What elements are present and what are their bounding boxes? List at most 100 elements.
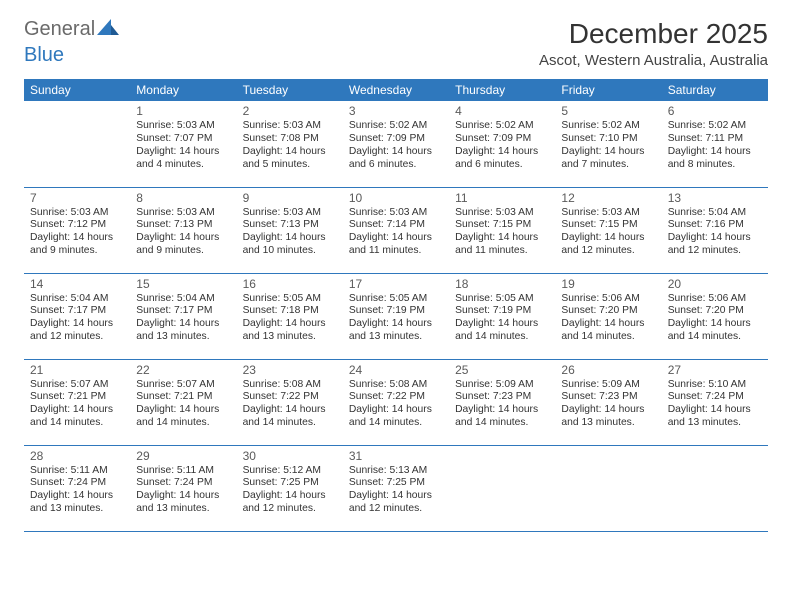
sunrise-line: Sunrise: 5:10 AM xyxy=(668,379,762,392)
sunrise-line: Sunrise: 5:03 AM xyxy=(136,120,230,133)
brand-logo: General xyxy=(24,18,121,41)
calendar-table: Sunday Monday Tuesday Wednesday Thursday… xyxy=(24,79,768,532)
sunrise-line: Sunrise: 5:13 AM xyxy=(349,465,443,478)
day-number: 6 xyxy=(668,104,762,119)
sunset-line: Sunset: 7:19 PM xyxy=(455,305,549,318)
daylight-line: Daylight: 14 hours and 9 minutes. xyxy=(136,232,230,258)
daylight-line: Daylight: 14 hours and 11 minutes. xyxy=(349,232,443,258)
calendar-week-row: 28Sunrise: 5:11 AMSunset: 7:24 PMDayligh… xyxy=(24,445,768,531)
sunset-line: Sunset: 7:15 PM xyxy=(561,219,655,232)
day-number: 26 xyxy=(561,363,655,378)
sunrise-line: Sunrise: 5:11 AM xyxy=(30,465,124,478)
day-number: 5 xyxy=(561,104,655,119)
brand-part1: General xyxy=(24,18,95,41)
daylight-line: Daylight: 14 hours and 14 minutes. xyxy=(30,404,124,430)
calendar-day-cell xyxy=(662,445,768,531)
sunset-line: Sunset: 7:21 PM xyxy=(136,391,230,404)
sunset-line: Sunset: 7:21 PM xyxy=(30,391,124,404)
calendar-day-cell: 6Sunrise: 5:02 AMSunset: 7:11 PMDaylight… xyxy=(662,101,768,187)
sunrise-line: Sunrise: 5:04 AM xyxy=(30,293,124,306)
calendar-day-cell: 1Sunrise: 5:03 AMSunset: 7:07 PMDaylight… xyxy=(130,101,236,187)
sunset-line: Sunset: 7:20 PM xyxy=(668,305,762,318)
day-number: 18 xyxy=(455,277,549,292)
sunset-line: Sunset: 7:22 PM xyxy=(243,391,337,404)
daylight-line: Daylight: 14 hours and 5 minutes. xyxy=(243,146,337,172)
calendar-day-cell: 10Sunrise: 5:03 AMSunset: 7:14 PMDayligh… xyxy=(343,187,449,273)
sunrise-line: Sunrise: 5:03 AM xyxy=(30,207,124,220)
sunrise-line: Sunrise: 5:09 AM xyxy=(455,379,549,392)
sunrise-line: Sunrise: 5:02 AM xyxy=(455,120,549,133)
day-number: 4 xyxy=(455,104,549,119)
calendar-day-cell: 31Sunrise: 5:13 AMSunset: 7:25 PMDayligh… xyxy=(343,445,449,531)
month-title: December 2025 xyxy=(539,18,768,50)
sunset-line: Sunset: 7:17 PM xyxy=(136,305,230,318)
sunrise-line: Sunrise: 5:05 AM xyxy=(243,293,337,306)
daylight-line: Daylight: 14 hours and 13 minutes. xyxy=(30,490,124,516)
daylight-line: Daylight: 14 hours and 14 minutes. xyxy=(349,404,443,430)
day-number: 13 xyxy=(668,191,762,206)
daylight-line: Daylight: 14 hours and 12 minutes. xyxy=(30,318,124,344)
calendar-day-cell: 18Sunrise: 5:05 AMSunset: 7:19 PMDayligh… xyxy=(449,273,555,359)
sunrise-line: Sunrise: 5:05 AM xyxy=(455,293,549,306)
sunrise-line: Sunrise: 5:03 AM xyxy=(243,120,337,133)
page-header: General December 2025 Ascot, Western Aus… xyxy=(24,18,768,69)
sunset-line: Sunset: 7:20 PM xyxy=(561,305,655,318)
daylight-line: Daylight: 14 hours and 12 minutes. xyxy=(243,490,337,516)
day-number: 19 xyxy=(561,277,655,292)
day-number: 9 xyxy=(243,191,337,206)
calendar-day-cell: 25Sunrise: 5:09 AMSunset: 7:23 PMDayligh… xyxy=(449,359,555,445)
daylight-line: Daylight: 14 hours and 13 minutes. xyxy=(136,318,230,344)
daylight-line: Daylight: 14 hours and 14 minutes. xyxy=(136,404,230,430)
daylight-line: Daylight: 14 hours and 13 minutes. xyxy=(243,318,337,344)
day-number: 22 xyxy=(136,363,230,378)
sunset-line: Sunset: 7:13 PM xyxy=(136,219,230,232)
sunset-line: Sunset: 7:23 PM xyxy=(455,391,549,404)
calendar-day-cell: 26Sunrise: 5:09 AMSunset: 7:23 PMDayligh… xyxy=(555,359,661,445)
calendar-day-cell xyxy=(24,101,130,187)
sunset-line: Sunset: 7:15 PM xyxy=(455,219,549,232)
day-number: 14 xyxy=(30,277,124,292)
calendar-week-row: 21Sunrise: 5:07 AMSunset: 7:21 PMDayligh… xyxy=(24,359,768,445)
sunset-line: Sunset: 7:25 PM xyxy=(349,477,443,490)
daylight-line: Daylight: 14 hours and 14 minutes. xyxy=(455,318,549,344)
daylight-line: Daylight: 14 hours and 6 minutes. xyxy=(349,146,443,172)
brand-triangle-icon xyxy=(97,19,119,40)
day-number: 15 xyxy=(136,277,230,292)
sunrise-line: Sunrise: 5:04 AM xyxy=(136,293,230,306)
calendar-day-cell: 7Sunrise: 5:03 AMSunset: 7:12 PMDaylight… xyxy=(24,187,130,273)
daylight-line: Daylight: 14 hours and 14 minutes. xyxy=(455,404,549,430)
col-monday: Monday xyxy=(130,79,236,101)
day-number: 7 xyxy=(30,191,124,206)
calendar-day-cell: 13Sunrise: 5:04 AMSunset: 7:16 PMDayligh… xyxy=(662,187,768,273)
calendar-day-cell: 5Sunrise: 5:02 AMSunset: 7:10 PMDaylight… xyxy=(555,101,661,187)
sunset-line: Sunset: 7:18 PM xyxy=(243,305,337,318)
sunrise-line: Sunrise: 5:03 AM xyxy=(455,207,549,220)
sunrise-line: Sunrise: 5:03 AM xyxy=(136,207,230,220)
calendar-day-cell: 14Sunrise: 5:04 AMSunset: 7:17 PMDayligh… xyxy=(24,273,130,359)
sunset-line: Sunset: 7:23 PM xyxy=(561,391,655,404)
calendar-day-cell: 12Sunrise: 5:03 AMSunset: 7:15 PMDayligh… xyxy=(555,187,661,273)
sunset-line: Sunset: 7:14 PM xyxy=(349,219,443,232)
day-number: 31 xyxy=(349,449,443,464)
day-number: 23 xyxy=(243,363,337,378)
daylight-line: Daylight: 14 hours and 13 minutes. xyxy=(349,318,443,344)
calendar-day-cell: 27Sunrise: 5:10 AMSunset: 7:24 PMDayligh… xyxy=(662,359,768,445)
col-thursday: Thursday xyxy=(449,79,555,101)
daylight-line: Daylight: 14 hours and 14 minutes. xyxy=(561,318,655,344)
calendar-day-cell: 21Sunrise: 5:07 AMSunset: 7:21 PMDayligh… xyxy=(24,359,130,445)
sunset-line: Sunset: 7:07 PM xyxy=(136,133,230,146)
calendar-week-row: 7Sunrise: 5:03 AMSunset: 7:12 PMDaylight… xyxy=(24,187,768,273)
calendar-day-cell: 4Sunrise: 5:02 AMSunset: 7:09 PMDaylight… xyxy=(449,101,555,187)
day-number: 27 xyxy=(668,363,762,378)
sunrise-line: Sunrise: 5:03 AM xyxy=(561,207,655,220)
daylight-line: Daylight: 14 hours and 11 minutes. xyxy=(455,232,549,258)
sunrise-line: Sunrise: 5:08 AM xyxy=(349,379,443,392)
day-number: 12 xyxy=(561,191,655,206)
sunset-line: Sunset: 7:09 PM xyxy=(349,133,443,146)
daylight-line: Daylight: 14 hours and 12 minutes. xyxy=(561,232,655,258)
sunrise-line: Sunrise: 5:04 AM xyxy=(668,207,762,220)
daylight-line: Daylight: 14 hours and 13 minutes. xyxy=(561,404,655,430)
day-number: 17 xyxy=(349,277,443,292)
daylight-line: Daylight: 14 hours and 10 minutes. xyxy=(243,232,337,258)
calendar-day-cell: 23Sunrise: 5:08 AMSunset: 7:22 PMDayligh… xyxy=(237,359,343,445)
